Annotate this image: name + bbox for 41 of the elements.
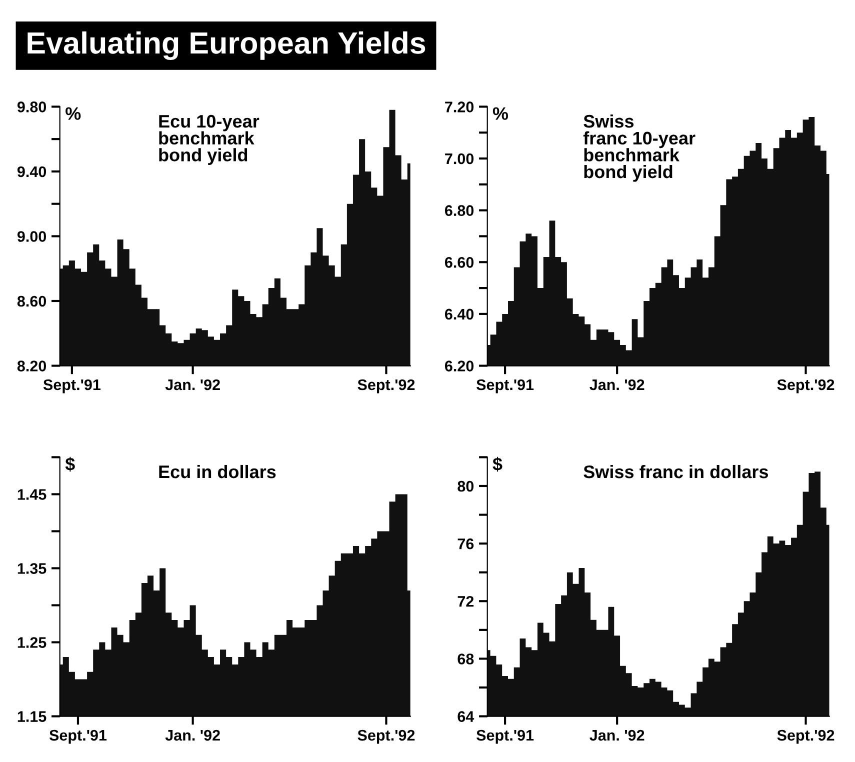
y-tick-label: 6.40 [444, 308, 474, 320]
y-tick-label: 1.15 [18, 711, 46, 722]
y-tick-label: 8.60 [17, 296, 46, 307]
y-tick-label: 6.60 [444, 256, 474, 268]
y-tick-label: 6.80 [444, 205, 474, 216]
y-tick-label: 1.25 [18, 637, 46, 648]
y-tick-label: 68 [458, 654, 474, 664]
y-tick-label: 7.00 [445, 153, 474, 164]
x-tick-label: Sept.'91 [43, 379, 101, 394]
y-tick-label: 76 [458, 538, 474, 550]
y-tick-label: 9.00 [17, 231, 46, 242]
y-tick-label: 7.20 [445, 102, 474, 112]
y-tick-label: 8.20 [17, 360, 46, 372]
chart-title: Swiss franc in dollars [584, 464, 768, 478]
y-axis-title: $ [65, 456, 75, 472]
text: Ecu 10-year benchmark bond yield [159, 114, 260, 165]
y-tick-label: 9.80 [17, 102, 46, 112]
y-tick-label: 80 [458, 480, 474, 492]
y-axis-title: % [492, 107, 508, 120]
y-tick-label: 64 [458, 711, 474, 722]
chart-title: Ecu in dollars [159, 464, 276, 478]
x-tick-label: Sept.'91 [476, 379, 534, 394]
y-tick-label: 1.45 [18, 489, 46, 500]
y-tick-label: 6.20 [444, 360, 474, 372]
y-tick-label: 72 [458, 596, 474, 607]
x-tick-label: Jan. '92 [165, 379, 220, 390]
x-tick-label: Jan. '92 [590, 379, 644, 390]
x-tick-label: Sept.'92 [358, 730, 415, 744]
x-tick-label: Sept.'92 [777, 379, 834, 394]
text: Evaluating European Yields [28, 31, 426, 60]
x-tick-label: Sept.'91 [49, 730, 107, 744]
x-tick-label: Sept.'92 [358, 379, 415, 394]
text: Swiss franc 10-year benchmark bond yield [583, 114, 696, 182]
y-axis-title: $ [492, 456, 502, 472]
y-tick-label: 9.40 [17, 166, 46, 178]
y-tick-label: 1.35 [18, 563, 46, 574]
x-tick-label: Jan. '92 [590, 730, 644, 741]
x-tick-label: Jan. '92 [165, 730, 220, 741]
x-tick-label: Sept.'91 [476, 730, 534, 744]
x-tick-label: Sept.'92 [777, 730, 834, 744]
y-axis-title: % [66, 107, 81, 120]
